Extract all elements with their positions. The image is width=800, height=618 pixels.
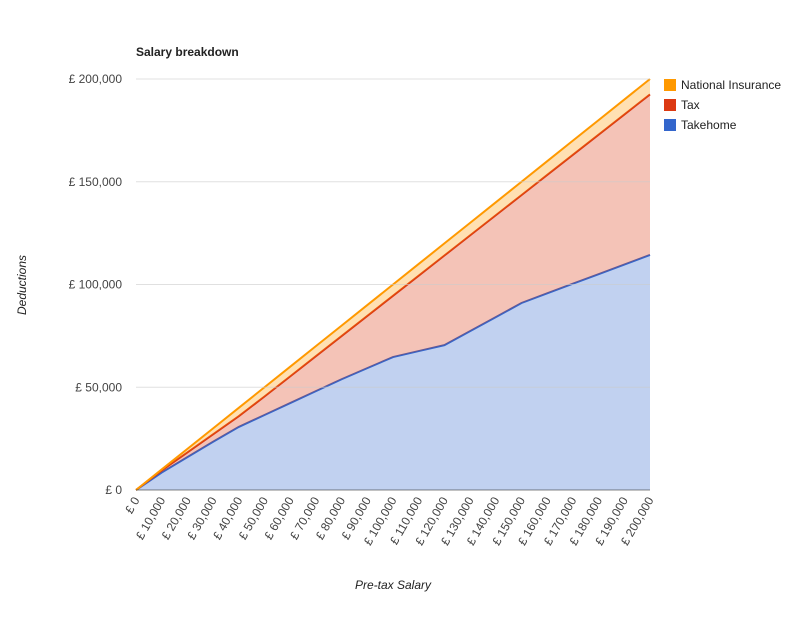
area-line	[135, 93, 651, 491]
legend-label: National Insurance	[681, 78, 781, 92]
area	[136, 254, 650, 490]
y-tick-label: £ 0	[105, 483, 122, 497]
y-tick-label: £ 50,000	[75, 380, 122, 394]
y-tick-label: £ 200,000	[69, 72, 123, 86]
legend-swatch	[664, 99, 676, 111]
legend-swatch	[664, 79, 676, 91]
y-tick-label: £ 100,000	[69, 278, 123, 292]
area	[136, 94, 650, 490]
chart-title: Salary breakdown	[136, 45, 239, 59]
x-tick-label: £ 0	[122, 494, 143, 516]
y-axis-label: Deductions	[15, 255, 29, 315]
grid	[136, 78, 650, 491]
x-axis-label: Pre-tax Salary	[355, 578, 432, 592]
legend-swatch	[664, 119, 676, 131]
area-line	[135, 253, 651, 491]
legend-label: Tax	[681, 98, 700, 112]
y-tick-label: £ 150,000	[69, 175, 123, 189]
legend-label: Takehome	[681, 118, 737, 132]
